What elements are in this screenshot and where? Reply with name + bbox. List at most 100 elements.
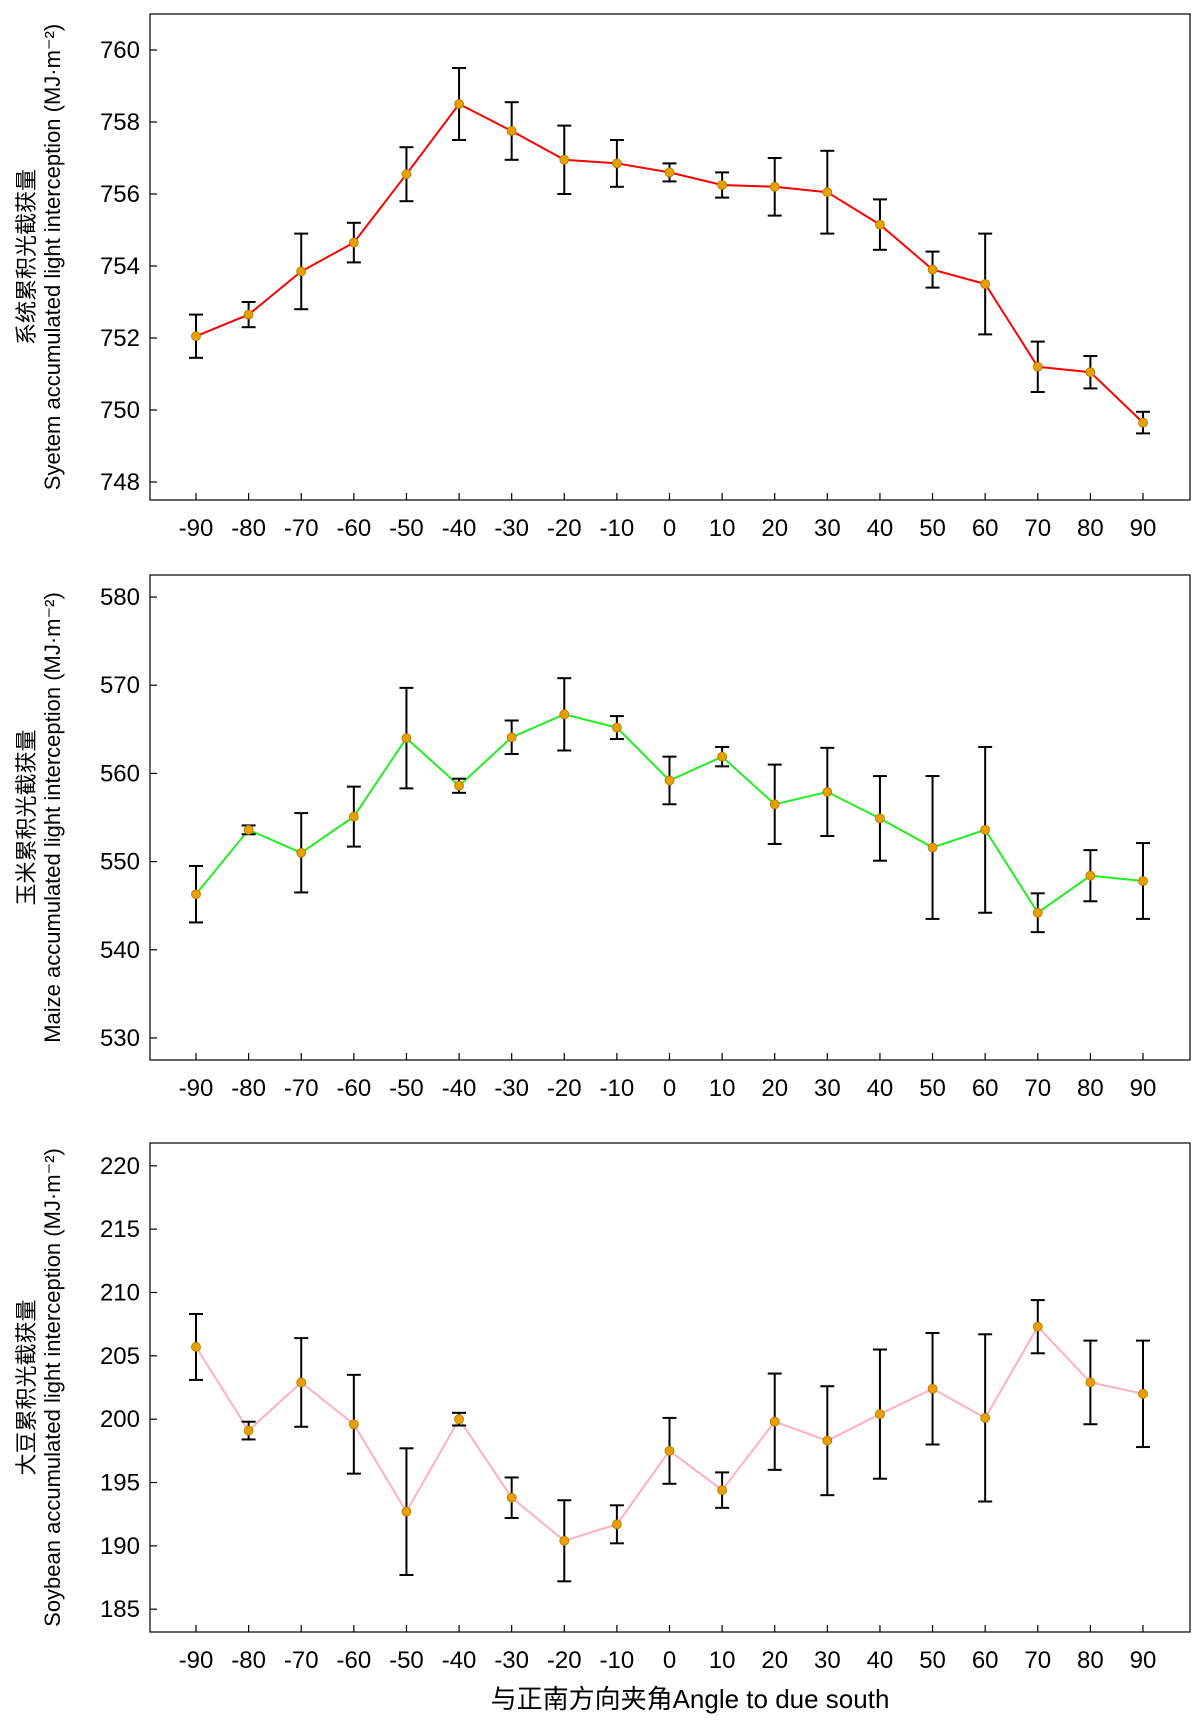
x-tick-label: -50 — [389, 515, 424, 542]
x-tick-label: 60 — [972, 515, 999, 542]
series-line — [195, 102, 1144, 424]
x-tick-label: 20 — [761, 1647, 788, 1674]
y-tick-label: 210 — [100, 1279, 140, 1306]
data-point — [296, 1377, 307, 1388]
y-tick-label: 540 — [100, 937, 140, 964]
data-point — [664, 167, 675, 178]
y-axis-title-cn: 大豆累积光截获量 — [14, 1299, 39, 1475]
x-tick-label: -70 — [284, 1075, 319, 1102]
x-tick-label: -80 — [231, 515, 266, 542]
x-tick-label: -90 — [179, 1075, 214, 1102]
x-tick-label: -10 — [600, 515, 635, 542]
data-point — [822, 1435, 833, 1446]
y-axis-title-cn: 系统累积光截获量 — [14, 169, 39, 345]
data-point — [1032, 1321, 1043, 1332]
y-axis-title-en: Maize accumulated light interception (MJ… — [40, 592, 65, 1043]
y-tick-label: 750 — [100, 397, 140, 424]
data-point — [506, 732, 517, 743]
plot-frame — [149, 1142, 1191, 1633]
data-point — [454, 99, 464, 109]
y-tick-label: 560 — [100, 760, 140, 787]
x-tick-label: -50 — [389, 1647, 424, 1674]
data-point — [243, 1425, 254, 1436]
x-tick-label: 90 — [1130, 1075, 1157, 1102]
x-tick-label: 70 — [1024, 515, 1051, 542]
x-tick-label: -20 — [547, 1647, 582, 1674]
y-axis-title-en: Soybean accumulated light interception (… — [40, 1148, 65, 1627]
x-tick-label: -90 — [179, 1647, 214, 1674]
x-tick-label: 30 — [814, 515, 841, 542]
data-point — [1138, 417, 1148, 428]
x-axis-title: 与正南方向夹角Angle to due south — [491, 1684, 890, 1714]
data-point — [1138, 876, 1148, 886]
data-point — [1085, 870, 1096, 881]
x-tick-label: 0 — [663, 1075, 676, 1102]
x-tick-label: -80 — [231, 1647, 266, 1674]
x-tick-label: 90 — [1130, 515, 1157, 542]
y-tick-label: 580 — [100, 584, 140, 611]
data-point — [1085, 1377, 1096, 1388]
data-point — [611, 722, 622, 733]
data-point — [191, 1342, 201, 1352]
x-tick-label: -40 — [442, 515, 477, 542]
y-tick-label: 190 — [100, 1533, 140, 1560]
x-tick-label: -20 — [547, 515, 582, 542]
y-tick-label: 754 — [100, 253, 140, 280]
x-tick-label: 30 — [814, 1075, 841, 1102]
plot-frame — [149, 13, 1191, 501]
x-tick-label: 90 — [1130, 1647, 1157, 1674]
data-point — [191, 331, 201, 342]
data-point — [822, 187, 833, 198]
data-point — [875, 1409, 885, 1420]
data-point — [611, 1519, 622, 1530]
x-tick-label: 50 — [919, 515, 946, 542]
data-point — [559, 709, 570, 720]
x-tick-label: 80 — [1077, 1647, 1104, 1674]
y-tick-label: 748 — [100, 469, 140, 496]
x-tick-label: -70 — [284, 515, 319, 542]
data-point — [717, 180, 728, 190]
x-tick-label: 20 — [761, 515, 788, 542]
data-point — [348, 811, 359, 822]
y-tick-label: 205 — [100, 1343, 140, 1370]
data-point — [664, 1445, 675, 1456]
data-point — [1085, 367, 1096, 378]
x-tick-label: 40 — [867, 1075, 894, 1102]
x-tick-label: 80 — [1077, 515, 1104, 542]
data-point — [822, 787, 833, 797]
x-tick-label: -20 — [547, 1075, 582, 1102]
x-tick-label: 10 — [709, 1647, 736, 1674]
x-tick-label: 70 — [1024, 1075, 1051, 1102]
y-tick-label: 570 — [100, 672, 140, 699]
data-point — [927, 264, 938, 275]
x-tick-label: 10 — [709, 1075, 736, 1102]
x-tick-label: -10 — [600, 1647, 635, 1674]
data-point — [559, 154, 570, 165]
data-point — [348, 237, 359, 248]
data-point — [296, 266, 307, 277]
data-point — [927, 1383, 938, 1394]
x-tick-label: 40 — [867, 515, 894, 542]
x-tick-label: 50 — [919, 1647, 946, 1674]
data-point — [296, 847, 307, 858]
x-tick-label: 30 — [814, 1647, 841, 1674]
x-tick-label: -60 — [336, 1647, 371, 1674]
y-tick-label: 220 — [100, 1153, 140, 1180]
x-tick-label: 10 — [709, 515, 736, 542]
x-tick-label: -80 — [231, 1075, 266, 1102]
y-tick-label: 200 — [100, 1406, 140, 1433]
data-point — [980, 1413, 991, 1423]
data-point — [769, 799, 780, 810]
data-point — [664, 775, 675, 786]
x-tick-label: -90 — [179, 515, 214, 542]
data-point — [506, 126, 517, 136]
data-point — [927, 842, 938, 853]
data-point — [401, 1506, 412, 1517]
x-tick-label: -10 — [600, 1075, 635, 1102]
x-tick-label: 50 — [919, 1075, 946, 1102]
y-tick-label: 215 — [100, 1216, 140, 1243]
x-tick-label: 20 — [761, 1075, 788, 1102]
